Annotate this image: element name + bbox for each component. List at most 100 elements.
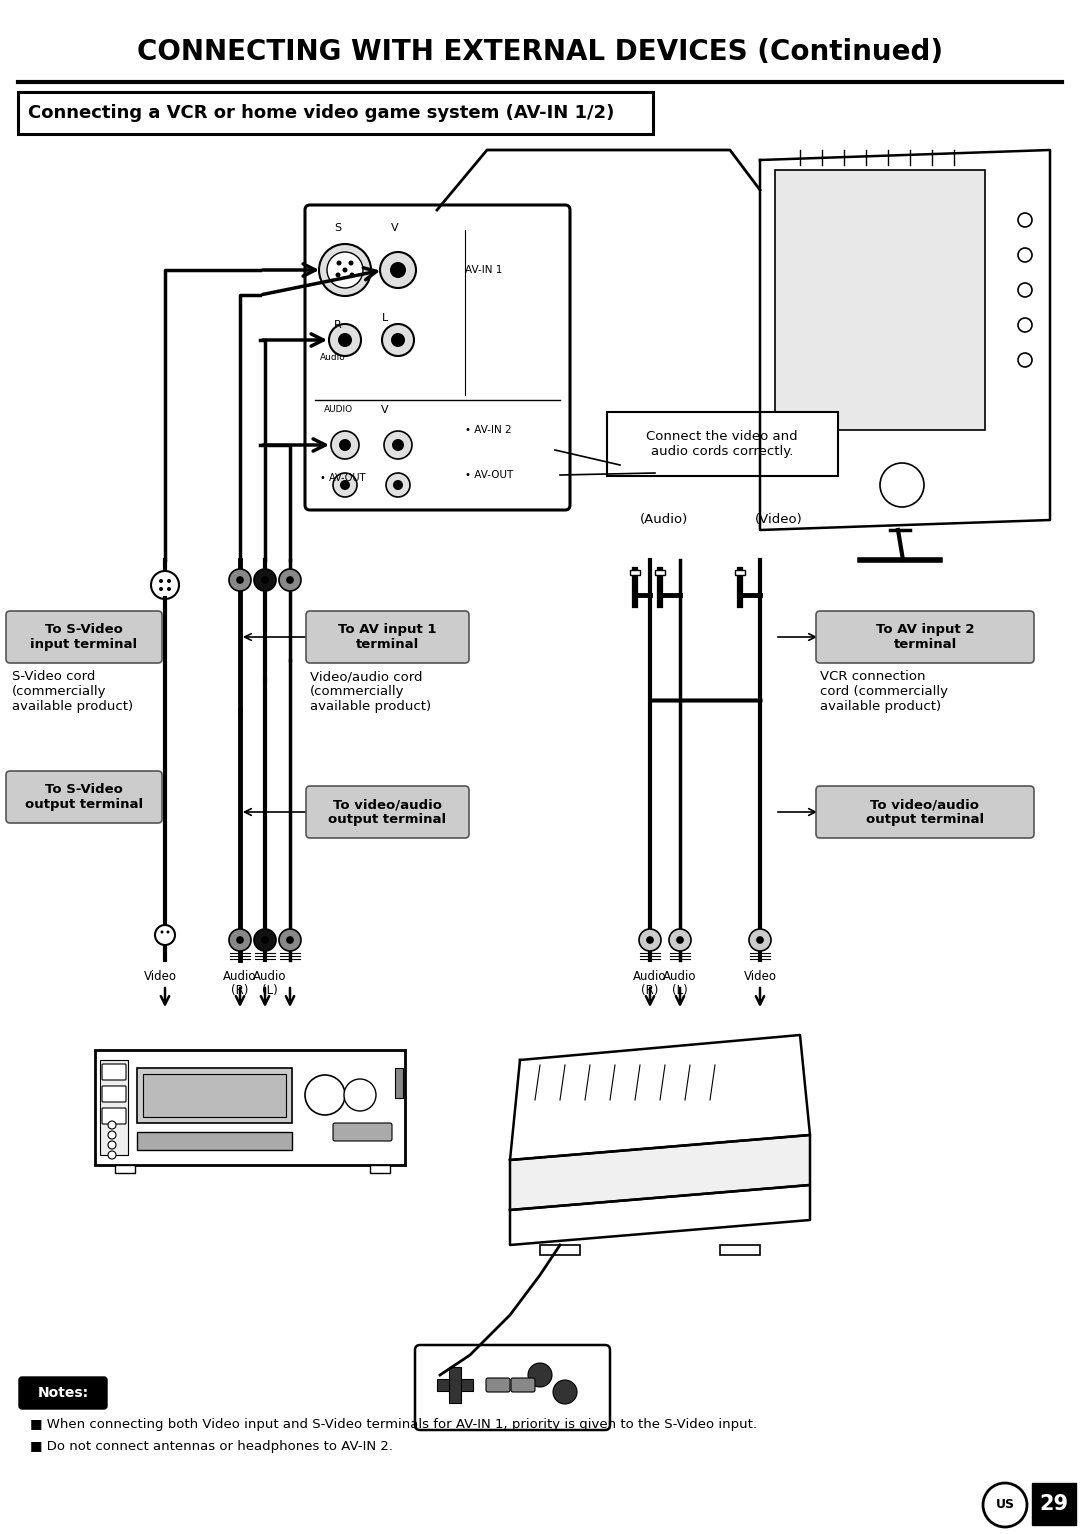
FancyBboxPatch shape <box>102 1065 126 1080</box>
Circle shape <box>279 930 301 951</box>
Text: VCR connection
cord (commercially
available product): VCR connection cord (commercially availa… <box>820 670 948 713</box>
Circle shape <box>1018 249 1032 262</box>
Circle shape <box>669 930 691 951</box>
Text: Audio: Audio <box>224 969 257 983</box>
Bar <box>395 1068 403 1098</box>
Text: To AV input 1
terminal: To AV input 1 terminal <box>338 623 436 650</box>
Text: Video: Video <box>743 969 777 983</box>
FancyBboxPatch shape <box>511 1378 535 1391</box>
Circle shape <box>156 925 175 945</box>
Bar <box>137 1068 292 1123</box>
FancyBboxPatch shape <box>6 772 162 824</box>
Bar <box>163 597 167 600</box>
Circle shape <box>349 261 353 265</box>
Circle shape <box>880 463 924 508</box>
FancyBboxPatch shape <box>816 611 1034 663</box>
FancyBboxPatch shape <box>6 611 162 663</box>
Circle shape <box>1018 213 1032 227</box>
Circle shape <box>254 569 276 591</box>
Circle shape <box>261 577 269 584</box>
Text: S-Video cord
(commercially
available product): S-Video cord (commercially available pro… <box>12 670 133 713</box>
Bar <box>114 1164 135 1174</box>
Circle shape <box>166 931 170 934</box>
Circle shape <box>380 252 416 288</box>
Circle shape <box>159 588 163 591</box>
Text: (R): (R) <box>231 983 248 997</box>
Circle shape <box>983 1483 1027 1526</box>
Circle shape <box>305 1075 345 1115</box>
Text: US: US <box>996 1499 1014 1511</box>
Circle shape <box>390 262 406 278</box>
Text: To S-Video
output terminal: To S-Video output terminal <box>25 782 143 811</box>
Text: Audio: Audio <box>320 353 346 362</box>
Circle shape <box>756 936 764 943</box>
Text: To video/audio
output terminal: To video/audio output terminal <box>328 798 446 825</box>
Text: V: V <box>391 222 399 233</box>
Circle shape <box>1018 318 1032 331</box>
Circle shape <box>528 1364 552 1387</box>
Text: • AV-OUT: • AV-OUT <box>320 472 365 483</box>
Circle shape <box>676 936 684 943</box>
Polygon shape <box>510 1035 810 1160</box>
Text: (Video): (Video) <box>755 514 802 526</box>
Circle shape <box>329 324 361 356</box>
Text: • AV-IN 2: • AV-IN 2 <box>465 425 512 436</box>
Circle shape <box>108 1131 116 1140</box>
Bar <box>143 1074 286 1117</box>
FancyBboxPatch shape <box>95 1049 405 1164</box>
Text: AV-IN 1: AV-IN 1 <box>465 265 502 275</box>
Circle shape <box>391 333 405 347</box>
Circle shape <box>254 930 276 951</box>
Text: ■ Do not connect antennas or headphones to AV-IN 2.: ■ Do not connect antennas or headphones … <box>30 1440 393 1453</box>
Text: • AV-OUT: • AV-OUT <box>465 469 513 480</box>
Text: (R): (R) <box>642 983 659 997</box>
Circle shape <box>161 931 163 934</box>
FancyBboxPatch shape <box>305 206 570 509</box>
Bar <box>775 170 985 430</box>
FancyBboxPatch shape <box>415 1345 610 1430</box>
Circle shape <box>108 1150 116 1160</box>
Bar <box>370 1164 390 1174</box>
Circle shape <box>339 439 351 451</box>
Circle shape <box>646 936 653 943</box>
FancyBboxPatch shape <box>333 1123 392 1141</box>
Text: R: R <box>334 321 342 330</box>
Circle shape <box>333 472 357 497</box>
Text: (Audio): (Audio) <box>640 514 688 526</box>
FancyBboxPatch shape <box>607 413 838 476</box>
Text: Audio: Audio <box>253 969 287 983</box>
Text: Audio: Audio <box>663 969 697 983</box>
Circle shape <box>350 273 354 278</box>
Circle shape <box>167 588 171 591</box>
Circle shape <box>382 324 414 356</box>
Bar <box>720 1246 760 1255</box>
Bar <box>1032 1483 1076 1525</box>
Circle shape <box>279 569 301 591</box>
Circle shape <box>342 267 348 273</box>
Bar <box>735 571 745 575</box>
Bar <box>449 1367 461 1404</box>
Circle shape <box>108 1121 116 1129</box>
Circle shape <box>229 569 251 591</box>
Bar <box>630 571 640 575</box>
Text: V: V <box>381 405 389 416</box>
Circle shape <box>237 577 244 584</box>
Circle shape <box>1018 353 1032 367</box>
Circle shape <box>345 1078 376 1111</box>
Text: (L): (L) <box>672 983 688 997</box>
Text: Video: Video <box>144 969 176 983</box>
Text: Connecting a VCR or home video game system (AV-IN 1/2): Connecting a VCR or home video game syst… <box>28 104 615 123</box>
Circle shape <box>393 480 403 489</box>
Text: Connect the video and
audio cords correctly.: Connect the video and audio cords correc… <box>646 430 798 459</box>
Text: 29: 29 <box>1039 1494 1068 1514</box>
Text: To AV input 2
terminal: To AV input 2 terminal <box>876 623 974 650</box>
Text: ■ When connecting both Video input and S-Video terminals for AV-IN 1, priority i: ■ When connecting both Video input and S… <box>30 1417 757 1431</box>
FancyBboxPatch shape <box>102 1086 126 1101</box>
Text: L: L <box>382 313 388 324</box>
Bar <box>100 1060 129 1155</box>
Text: To video/audio
output terminal: To video/audio output terminal <box>866 798 984 825</box>
Circle shape <box>639 930 661 951</box>
Bar <box>137 1132 292 1150</box>
Circle shape <box>159 578 163 583</box>
Circle shape <box>151 571 179 598</box>
